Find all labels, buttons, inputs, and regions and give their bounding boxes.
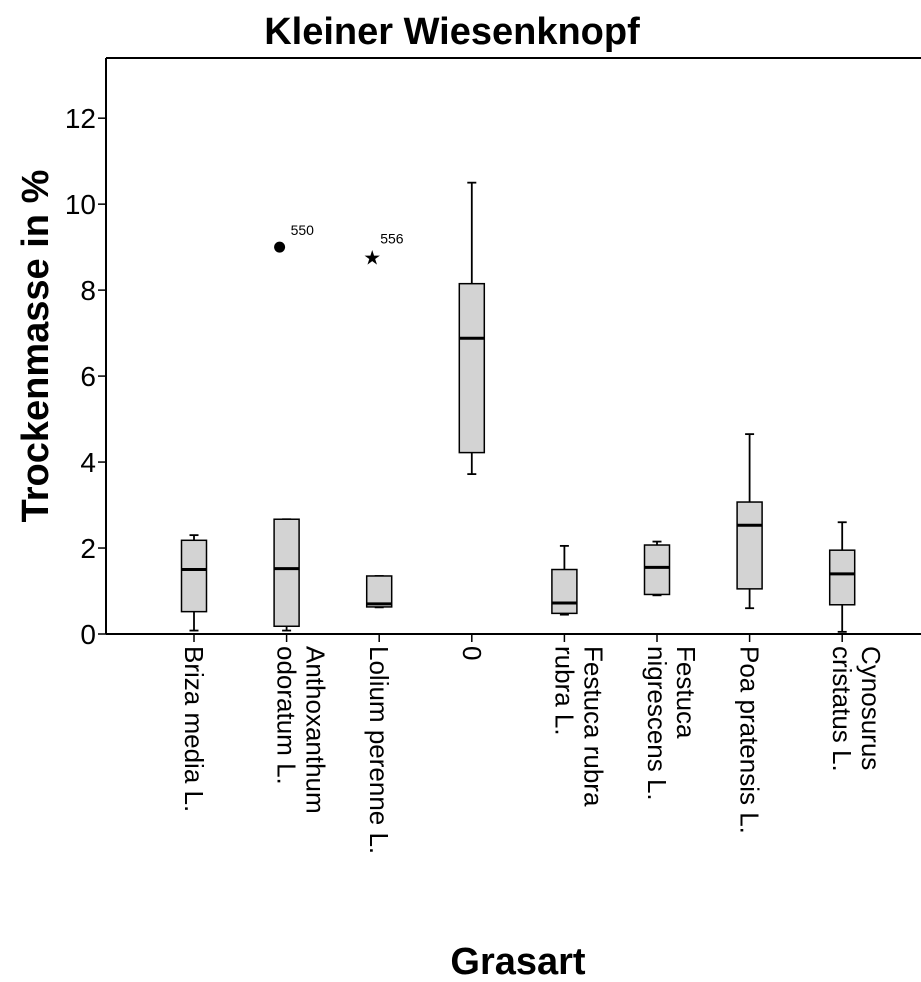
x-tick-label: Cynosuruscristatus L. (827, 646, 886, 772)
x-tick-label: 0 (457, 646, 487, 660)
x-tick-label: Anthoxanthumodoratum L. (272, 646, 331, 814)
y-tick-label: 2 (80, 533, 96, 564)
outlier-point (274, 241, 286, 253)
x-tick-label: Poa pratensis L. (735, 646, 765, 834)
box (551, 568, 578, 615)
box (828, 549, 856, 606)
y-tick-label: 4 (80, 447, 96, 478)
x-axis-label: Grasart (450, 941, 586, 982)
x-tick-label-line: Festuca rubra (578, 646, 608, 807)
x-tick-label-line: Cynosurus (856, 646, 886, 770)
x-tick-label-line: Briza media L. (179, 646, 209, 812)
x-tick-label: Festucanigrescens L. (642, 646, 701, 801)
box (365, 575, 393, 608)
outlier-label: 550 (291, 222, 315, 238)
chart-title: Kleiner Wiesenknopf (264, 11, 640, 53)
box (273, 518, 300, 628)
x-tick-label-line: Lolium perenne L. (364, 646, 394, 854)
y-tick-label: 12 (65, 103, 96, 134)
x-tick-label-line: odoratum L. (272, 646, 302, 785)
x-tick-label-line: rubra L. (549, 646, 579, 736)
x-tick-label: Lolium perenne L. (364, 646, 394, 854)
y-tick-label: 10 (65, 189, 96, 220)
x-tick-label-line: Anthoxanthum (301, 646, 331, 814)
y-axis-label: Trockenmasse in % (15, 170, 57, 523)
box (180, 539, 208, 613)
x-tick-label: Festuca rubrarubra L. (549, 646, 608, 807)
y-tick-label: 6 (80, 361, 96, 392)
box (736, 501, 763, 590)
x-tick-label-line: nigrescens L. (642, 646, 672, 801)
y-tick-label: 0 (80, 619, 96, 650)
x-tick-label: Briza media L. (179, 646, 209, 812)
x-tick-label-line: Poa pratensis L. (735, 646, 765, 834)
outlier-point: ★ (363, 248, 381, 270)
x-tick-label-line: cristatus L. (827, 646, 857, 772)
x-tick-label-line: Festuca (671, 646, 701, 739)
box (458, 282, 486, 454)
box (643, 544, 671, 596)
plot-area: 0 2 4 6 8 10 12 Briza media L. Anthoxanthumodora… (65, 57, 921, 854)
outlier-label: 556 (380, 231, 404, 247)
y-tick-label: 8 (80, 275, 96, 306)
x-tick-label-line: 0 (457, 646, 487, 660)
